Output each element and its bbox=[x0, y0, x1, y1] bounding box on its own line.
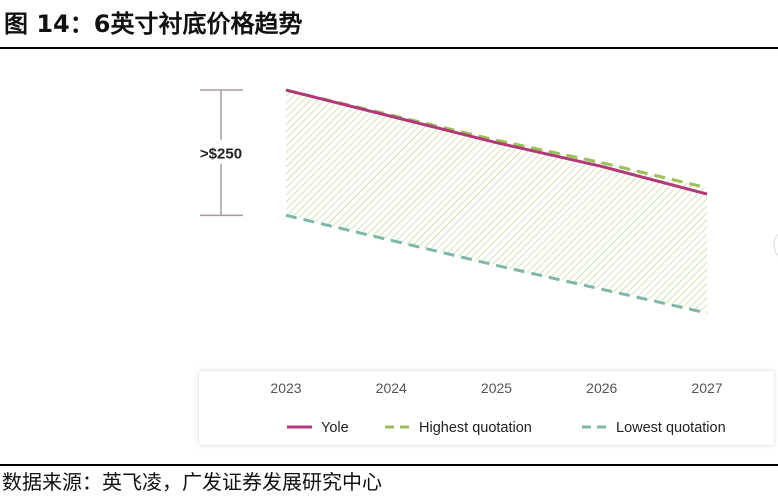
x-tick-label: 2023 bbox=[270, 380, 301, 396]
x-tick-label: 2026 bbox=[586, 380, 617, 396]
source-note: 数据来源：英飞凌，广发证券发展研究中心 bbox=[2, 470, 382, 494]
x-tick-label: 2025 bbox=[481, 380, 512, 396]
bracket-label-bg bbox=[194, 139, 248, 164]
title-rule bbox=[0, 47, 778, 49]
legend-label: Highest quotation bbox=[419, 420, 532, 436]
legend-panel bbox=[199, 371, 774, 445]
x-tick-label: 2027 bbox=[691, 380, 722, 396]
x-tick-label: 2024 bbox=[376, 380, 407, 396]
legend-label: Yole bbox=[321, 420, 349, 436]
legend-label: Lowest quotation bbox=[616, 420, 726, 436]
price-range-band bbox=[286, 90, 707, 314]
series-line-yole bbox=[285, 88, 708, 196]
bracket-label: >$250 bbox=[200, 146, 242, 163]
series-line-lowest-quotation bbox=[285, 213, 708, 315]
scroll-handle bbox=[773, 233, 778, 257]
price-trend-chart: >$250 2023 2024 2025 2026 2027 Yole Highest q… bbox=[194, 88, 778, 445]
source-rule bbox=[0, 464, 778, 466]
figure-title: 图 14：6英寸衬底价格趋势 bbox=[4, 10, 303, 38]
